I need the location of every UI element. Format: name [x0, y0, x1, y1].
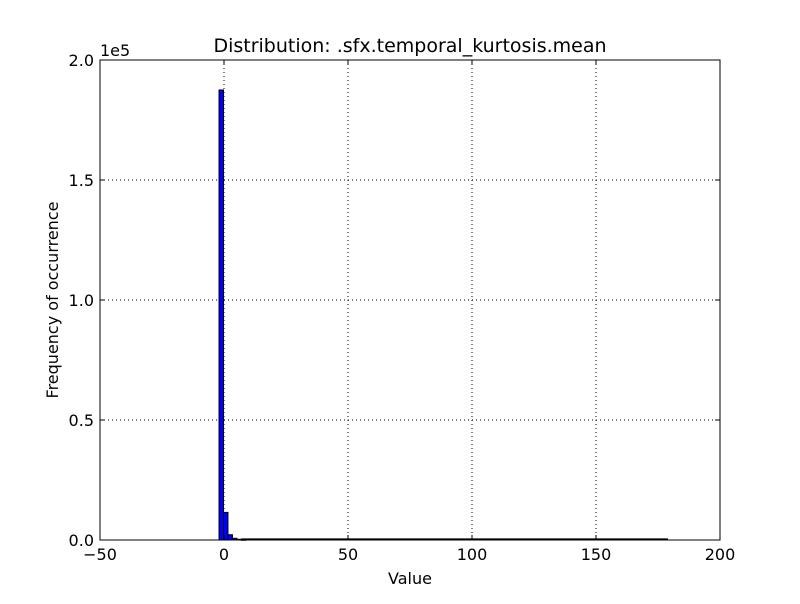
y-tick-label: 1.5	[69, 171, 94, 190]
y-tick-label: 0.5	[69, 411, 94, 430]
ticks: −50 0 50 100 150 200 0.0 0.5 1.0 1.5 2.0	[69, 51, 736, 564]
x-tick-label: −50	[83, 545, 117, 564]
y-axis-title: Frequency of occurrence	[43, 202, 62, 399]
histogram-bar	[227, 534, 233, 541]
x-tick-label: 0	[219, 545, 229, 564]
plot-frame	[99, 59, 721, 541]
x-tick-label: 100	[457, 545, 488, 564]
x-axis-title: Value	[388, 569, 432, 588]
y-tick-label: 1.0	[69, 291, 94, 310]
x-tick-label: 200	[705, 545, 736, 564]
y-tick-label: 2.0	[69, 51, 94, 70]
histogram-bar	[218, 89, 225, 541]
y-tick-label: 0.0	[69, 531, 94, 550]
chart-title: Distribution: .sfx.temporal_kurtosis.mea…	[213, 35, 606, 57]
y-offset-label: 1e5	[100, 41, 130, 60]
x-tick-label: 150	[581, 545, 612, 564]
x-tick-label: 50	[338, 545, 358, 564]
